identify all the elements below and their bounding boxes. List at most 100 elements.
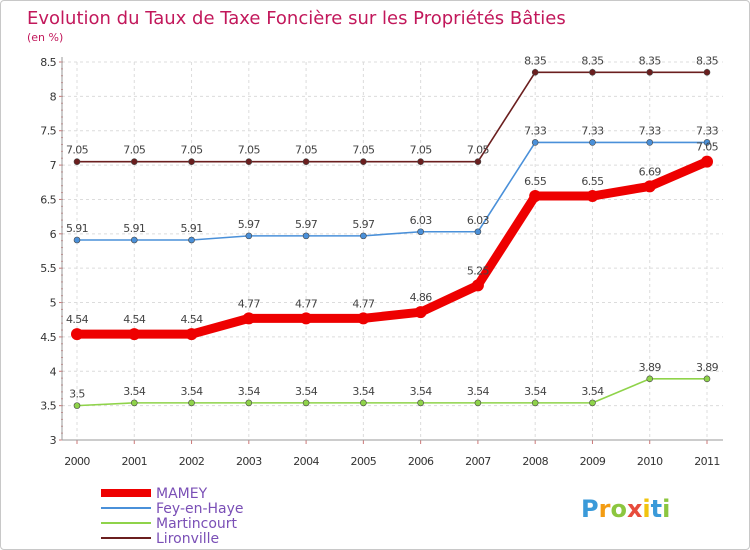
data-label: 3.54 (581, 385, 604, 398)
series-line (76, 378, 708, 407)
data-label: 7.05 (410, 144, 433, 157)
y-axis-ticks: 3 3.5 4 4.5 5 5.5 6 6.5 7 7.5 8 8.5 (40, 56, 57, 447)
data-label: 3.89 (639, 361, 662, 374)
data-point (417, 399, 424, 407)
data-point (643, 180, 656, 193)
logo-letter: i (662, 495, 670, 523)
y-tick-label: 8 (50, 90, 57, 103)
data-label: 7.33 (524, 124, 547, 137)
data-point (302, 232, 310, 240)
logo-letter: t (651, 495, 662, 523)
y-tick-label: 3 (50, 434, 57, 447)
data-point (128, 328, 141, 341)
data-point (245, 158, 253, 165)
grid-lines (62, 61, 723, 440)
logo-letter: x (627, 495, 643, 523)
data-label: 4.77 (352, 297, 375, 310)
data-label: 7.33 (696, 124, 719, 137)
data-point (474, 158, 482, 165)
data-label: 7.05 (123, 144, 146, 157)
data-label: 5.91 (123, 222, 145, 235)
data-label: 6.69 (639, 165, 662, 178)
data-point (703, 69, 711, 76)
y-tick-label: 8.5 (40, 56, 56, 69)
data-label: 3.54 (123, 385, 146, 398)
data-label: 6.03 (410, 214, 433, 227)
data-label: 7.33 (639, 124, 662, 137)
data-label: 7.05 (66, 144, 89, 157)
data-point (185, 328, 198, 341)
x-tick-label: 2002 (179, 455, 205, 468)
series-line (76, 71, 708, 163)
y-tick-label: 4 (50, 365, 57, 378)
data-label: 5.97 (352, 218, 375, 231)
data-point (300, 312, 313, 325)
data-point (646, 139, 654, 146)
data-label: 7.05 (467, 144, 490, 157)
data-label: 4.77 (238, 297, 261, 310)
x-tick-label: 2010 (637, 455, 663, 468)
y-tick-label: 7 (50, 159, 57, 172)
data-point (73, 158, 81, 165)
x-tick-label: 2011 (694, 455, 720, 468)
data-point (586, 190, 599, 203)
data-point (474, 228, 482, 236)
data-point (188, 236, 195, 244)
data-point (474, 399, 482, 407)
y-tick-label: 4.5 (40, 331, 56, 344)
legend-label: Martincourt (156, 516, 238, 532)
data-label: 3.54 (352, 385, 375, 398)
series-mamey: 4.54 4.54 4.54 4.77 4.77 4.77 4.86 5.25 6.55 6.55… (66, 141, 719, 341)
logo-letter: o (610, 495, 627, 523)
data-label: 3.54 (295, 385, 318, 398)
data-label: 3.89 (696, 361, 719, 374)
data-point (245, 399, 253, 407)
x-tick-label: 2005 (351, 455, 377, 468)
data-point (703, 375, 711, 383)
data-point (646, 69, 654, 76)
data-label: 4.77 (295, 297, 318, 310)
data-label: 7.05 (352, 144, 375, 157)
x-tick-label: 2003 (236, 455, 262, 468)
y-tick-label: 5.5 (40, 262, 56, 275)
logo-letter: i (642, 495, 650, 523)
data-point (589, 399, 596, 407)
data-point (302, 158, 310, 165)
data-label: 7.05 (696, 141, 719, 154)
logo-letter: r (599, 495, 611, 523)
data-point (471, 279, 484, 292)
data-label: 4.54 (123, 313, 146, 326)
data-label: 7.05 (238, 144, 261, 157)
y-tick-label: 6 (50, 228, 57, 241)
data-label: 3.54 (524, 385, 547, 398)
data-label: 7.33 (581, 124, 604, 137)
data-label: 8.35 (524, 54, 547, 67)
data-point (589, 69, 596, 76)
y-tick-label: 5 (50, 297, 57, 310)
data-point (360, 158, 367, 165)
data-point (71, 328, 83, 341)
legend-label: Fey-en-Haye (156, 501, 244, 517)
x-tick-label: 2000 (64, 455, 90, 468)
data-point (73, 236, 81, 244)
legend-label: Lironville (156, 531, 219, 547)
data-point (531, 69, 539, 76)
axes (59, 57, 723, 444)
data-point (417, 158, 424, 165)
y-tick-label: 7.5 (40, 125, 56, 138)
series-line (72, 157, 712, 339)
data-point (188, 399, 195, 407)
data-point (531, 139, 539, 146)
data-point (414, 306, 427, 319)
data-point (302, 399, 310, 407)
x-axis-ticks: 2000 2001 2002 2003 2004 2005 2006 2007 2008 2009… (64, 455, 720, 468)
x-tick-label: 2006 (408, 455, 434, 468)
data-point (357, 312, 370, 325)
data-point (589, 139, 596, 146)
data-point (529, 190, 542, 203)
data-label: 4.54 (66, 313, 89, 326)
series-line (76, 141, 708, 241)
data-point (130, 399, 138, 407)
